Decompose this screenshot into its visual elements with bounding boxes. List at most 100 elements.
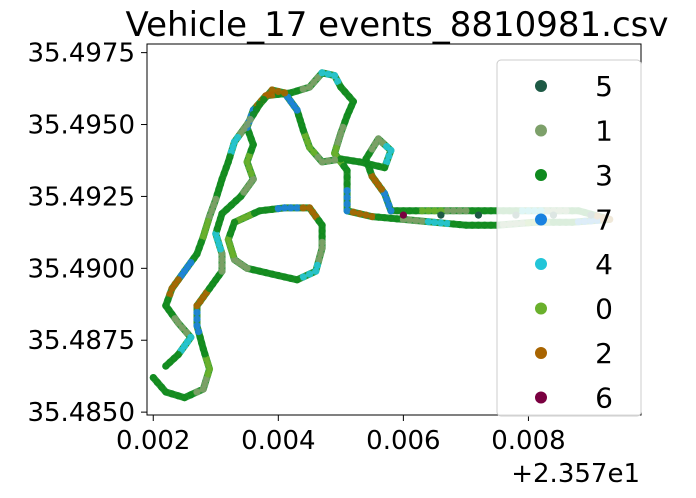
data-point xyxy=(299,204,307,212)
data-point xyxy=(318,158,326,166)
data-point xyxy=(168,390,176,398)
y-tick-label: 35.4900 xyxy=(27,254,135,284)
data-point xyxy=(195,328,203,336)
data-point xyxy=(224,158,232,166)
data-point xyxy=(368,172,376,180)
data-point xyxy=(318,244,326,252)
data-point xyxy=(313,261,321,269)
data-point xyxy=(343,173,351,181)
data-point xyxy=(256,267,264,275)
data-point xyxy=(456,221,464,229)
data-point xyxy=(183,329,191,337)
data-point xyxy=(316,250,325,258)
data-point xyxy=(356,158,364,166)
data-point xyxy=(174,392,182,400)
data-point xyxy=(249,266,257,274)
data-point xyxy=(418,207,426,215)
data-point xyxy=(349,208,357,216)
data-point xyxy=(187,391,195,399)
data-point xyxy=(198,339,206,347)
data-point xyxy=(299,85,307,93)
data-point xyxy=(306,83,314,91)
data-point xyxy=(196,333,204,341)
data-point xyxy=(387,146,395,154)
data-point xyxy=(412,217,420,225)
data-point xyxy=(312,267,320,275)
data-point xyxy=(385,152,393,160)
data-point xyxy=(166,290,174,298)
legend-label: 6 xyxy=(595,382,613,415)
data-point xyxy=(334,77,342,85)
data-point xyxy=(247,169,255,177)
data-point xyxy=(368,213,376,221)
data-point xyxy=(245,152,253,160)
legend-marker xyxy=(535,302,547,315)
data-point xyxy=(337,155,345,163)
data-point xyxy=(228,224,237,232)
data-point xyxy=(287,204,295,212)
x-axis: 0.002 0.004 0.006 0.008 xyxy=(116,415,566,456)
data-point xyxy=(162,388,170,396)
data-point xyxy=(218,210,226,218)
data-point xyxy=(374,213,382,221)
data-point xyxy=(249,175,257,183)
data-point xyxy=(274,87,282,96)
data-point xyxy=(318,69,326,77)
x-tick-label: 0.006 xyxy=(366,426,440,456)
data-point xyxy=(368,161,376,169)
data-point xyxy=(247,146,255,154)
y-tick-label: 35.4925 xyxy=(27,182,135,212)
data-point xyxy=(299,273,307,281)
data-point xyxy=(412,207,420,215)
data-point xyxy=(381,214,389,222)
data-point xyxy=(437,219,445,227)
data-point xyxy=(168,284,176,293)
y-tick-label: 35.4950 xyxy=(27,111,135,141)
data-point xyxy=(474,221,482,229)
data-point xyxy=(431,207,439,215)
data-point xyxy=(315,256,323,264)
data-point xyxy=(232,197,240,205)
data-point xyxy=(343,207,351,215)
data-point xyxy=(383,195,391,203)
data-point xyxy=(362,159,370,167)
data-point xyxy=(199,233,207,241)
data-point xyxy=(383,158,391,166)
data-point xyxy=(343,193,351,201)
y-tick-label: 35.4975 xyxy=(27,39,135,69)
data-point xyxy=(178,324,186,332)
data-point xyxy=(318,227,326,235)
data-point xyxy=(339,123,347,131)
data-point xyxy=(218,267,226,275)
y-tick-label: 35.4875 xyxy=(27,326,135,356)
data-point xyxy=(449,207,457,215)
data-point xyxy=(281,273,289,281)
data-point xyxy=(230,218,239,226)
data-point xyxy=(418,217,426,225)
data-point xyxy=(245,129,253,137)
legend-marker xyxy=(535,391,547,404)
data-point xyxy=(343,180,351,188)
data-point xyxy=(381,164,389,172)
legend-marker xyxy=(535,124,547,137)
data-point xyxy=(268,205,276,213)
data-point xyxy=(343,200,351,208)
legend-marker xyxy=(535,80,547,92)
legend-label: 2 xyxy=(595,337,613,370)
data-point xyxy=(274,205,282,213)
legend-label: 4 xyxy=(595,248,613,281)
data-point xyxy=(208,207,216,215)
data-point xyxy=(281,89,289,97)
data-point xyxy=(387,207,395,215)
data-point xyxy=(314,153,322,161)
data-point xyxy=(262,206,270,214)
data-point xyxy=(174,319,182,327)
data-point xyxy=(443,219,451,228)
data-point xyxy=(247,135,255,143)
data-point xyxy=(443,207,451,215)
chart-title: Vehicle_17 events_8810981.csv xyxy=(126,5,669,45)
data-point xyxy=(314,74,322,82)
data-point xyxy=(385,201,393,209)
data-point xyxy=(310,78,318,86)
